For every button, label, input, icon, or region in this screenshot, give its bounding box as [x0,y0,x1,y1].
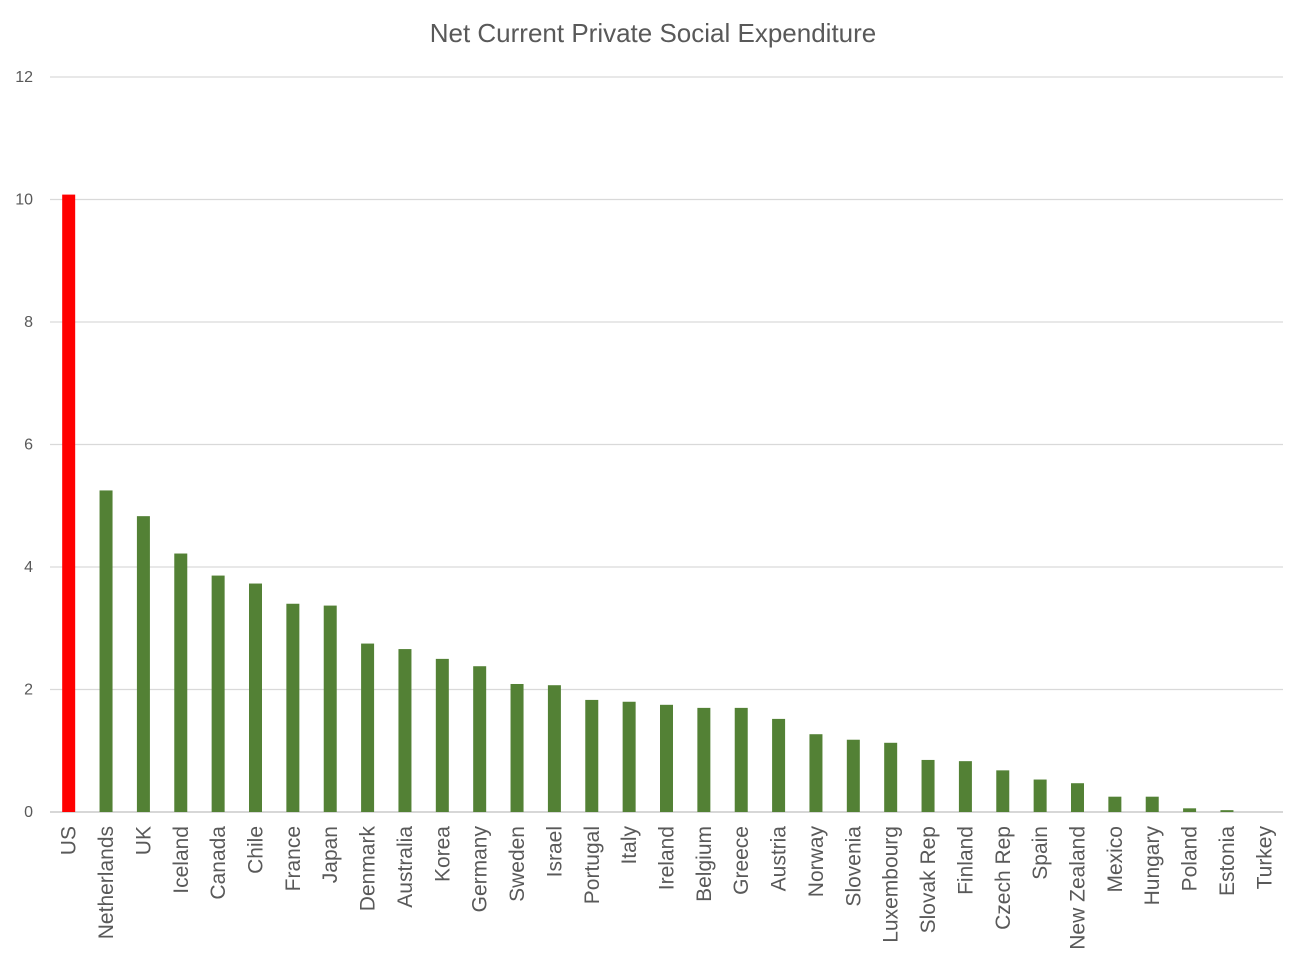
bar-canada [211,575,225,812]
x-tick-label: New Zealand [1067,826,1090,950]
x-tick-label: Czech Rep [992,826,1015,930]
x-tick-label: Estonia [1216,826,1239,896]
bar-sweden [510,683,524,812]
x-tick-label: Mexico [1104,826,1127,893]
y-tick-label: 8 [24,314,33,331]
bar-denmark [361,643,375,812]
x-tick-label: Japan [319,826,342,883]
x-tick-label: Australia [394,826,417,908]
y-tick-label: 0 [24,804,33,821]
x-tick-label: France [282,826,305,891]
bar-israel [547,685,561,812]
x-tick-label: Hungary [1141,826,1164,906]
x-tick-label: Slovenia [842,826,865,907]
x-tick-label: Korea [431,826,454,882]
x-tick-label: Germany [469,826,492,913]
x-tick-label: Austria [768,826,791,892]
bar-estonia [1220,810,1234,812]
x-tick-label: Israel [543,826,566,877]
x-tick-label: Chile [245,826,268,874]
bar-uk [136,516,150,812]
x-tick-label: Sweden [506,826,529,902]
x-tick-label: Finland [954,826,977,895]
x-tick-label: Iceland [170,826,193,894]
bar-italy [622,701,636,812]
bar-germany [473,666,487,812]
bar-luxembourg [884,742,898,812]
bar-austria [772,718,786,812]
x-tick-label: UK [132,826,155,855]
x-tick-label: Spain [1029,826,1052,880]
bar-hungary [1145,796,1159,812]
bar-slovenia [846,739,860,812]
bar-portugal [585,699,599,812]
bar-mexico [1108,796,1122,812]
bar-norway [809,734,823,812]
x-tick-label: Turkey [1253,826,1276,890]
bar-netherlands [99,490,113,812]
x-tick-label: Belgium [693,826,716,902]
bar-poland [1183,808,1197,812]
x-tick-label: Denmark [357,826,380,912]
x-tick-label: Luxembourg [880,826,903,943]
x-tick-label: Netherlands [95,826,118,939]
y-tick-label: 10 [15,192,33,209]
bar-finland [958,761,972,812]
bar-japan [323,605,337,812]
y-tick-label: 4 [24,559,33,576]
bar-slovak-rep [921,759,935,812]
y-tick-label: 12 [15,69,33,86]
y-tick-label: 2 [24,682,33,699]
chart-title: Net Current Private Social Expenditure [429,18,877,48]
bar-iceland [174,553,188,812]
x-tick-label: Ireland [656,826,679,890]
bar-belgium [697,707,711,812]
x-tick-label: US [58,826,81,855]
bar-korea [435,658,449,812]
x-tick-label: Norway [805,826,828,898]
x-tick-label: Poland [1179,826,1202,891]
bar-us [62,194,76,813]
x-tick-label: Portugal [581,826,604,904]
bar-ireland [660,704,673,812]
x-tick-label: Slovak Rep [917,826,940,933]
bar-chile [249,583,262,812]
y-tick-label: 6 [24,437,33,454]
bar-new-zealand [1071,783,1084,812]
bar-australia [398,649,412,812]
bar-czech-rep [996,770,1010,812]
x-tick-label: Canada [207,826,230,900]
bar-france [286,603,300,812]
bar-greece [734,707,748,812]
x-tick-label: Greece [730,826,753,895]
x-tick-label: Italy [618,826,641,865]
bar-spain [1033,779,1047,812]
